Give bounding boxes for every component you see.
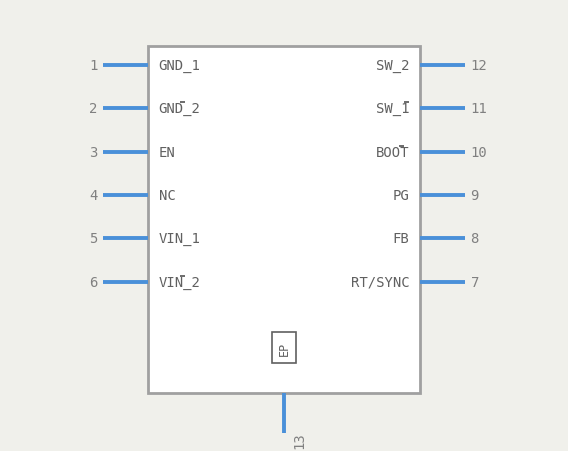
Text: VIN_1: VIN_1 xyxy=(158,232,201,246)
Text: SW_2: SW_2 xyxy=(376,59,410,73)
Text: BOOT: BOOT xyxy=(376,145,410,159)
Text: 13: 13 xyxy=(292,431,306,447)
Text: GND_1: GND_1 xyxy=(158,59,201,73)
Text: 6: 6 xyxy=(89,275,98,289)
Text: RT/SYNC: RT/SYNC xyxy=(350,275,410,289)
Text: NC: NC xyxy=(158,189,176,202)
Text: 11: 11 xyxy=(470,102,487,116)
Text: 1: 1 xyxy=(89,59,98,73)
Text: VIN_2: VIN_2 xyxy=(158,275,201,289)
Text: 7: 7 xyxy=(470,275,479,289)
Text: 2: 2 xyxy=(89,102,98,116)
Text: 10: 10 xyxy=(470,145,487,159)
Text: FB: FB xyxy=(392,232,410,246)
Text: EN: EN xyxy=(158,145,176,159)
Text: SW_1: SW_1 xyxy=(376,102,410,116)
Text: GND_2: GND_2 xyxy=(158,102,201,116)
Text: 8: 8 xyxy=(470,232,479,246)
Text: 5: 5 xyxy=(89,232,98,246)
Text: 12: 12 xyxy=(470,59,487,73)
Bar xyxy=(272,332,296,364)
Text: PG: PG xyxy=(392,189,410,202)
Bar xyxy=(148,47,420,393)
Text: EP: EP xyxy=(278,341,290,355)
Text: 3: 3 xyxy=(89,145,98,159)
Text: 4: 4 xyxy=(89,189,98,202)
Text: 9: 9 xyxy=(470,189,479,202)
